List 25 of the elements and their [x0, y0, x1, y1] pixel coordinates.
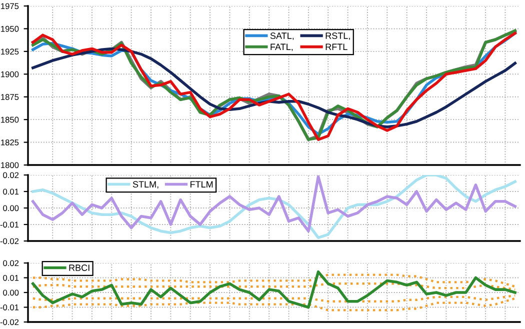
- y-tick-label: 0.01: [3, 188, 19, 195]
- y-tick-label: -0.01: [0, 304, 19, 310]
- y-tick-label: 1825: [1, 139, 19, 146]
- legend-label: SATL,: [270, 32, 294, 40]
- legend-label: FATL,: [270, 44, 293, 52]
- y-tick-label: 0.02: [3, 260, 19, 266]
- y-tick-label: 0.00: [3, 205, 19, 212]
- y-tick-label: -0.02: [0, 238, 19, 244]
- legend-label: RBCI: [69, 264, 90, 271]
- y-tick-label: 1875: [1, 94, 19, 100]
- y-tick-label: 1850: [1, 116, 19, 123]
- legend-label: STLM,: [132, 181, 158, 189]
- legend-label: FTLM: [190, 181, 213, 188]
- legend-label: RFTL: [326, 44, 348, 50]
- legend-label: RSTL,: [326, 32, 350, 40]
- y-tick-label: 1925: [1, 48, 19, 55]
- y-tick-label: 1800: [1, 162, 19, 168]
- y-tick-label: 0.01: [3, 274, 19, 281]
- y-tick-label: 1900: [1, 71, 19, 78]
- y-tick-label: -0.02: [0, 319, 19, 326]
- y-tick-label: 0.02: [3, 172, 19, 178]
- y-tick-label: 0.00: [3, 290, 19, 296]
- y-tick-label: 1975: [1, 3, 19, 10]
- y-tick-label: -0.01: [0, 222, 19, 228]
- y-tick-label: 1950: [1, 26, 19, 32]
